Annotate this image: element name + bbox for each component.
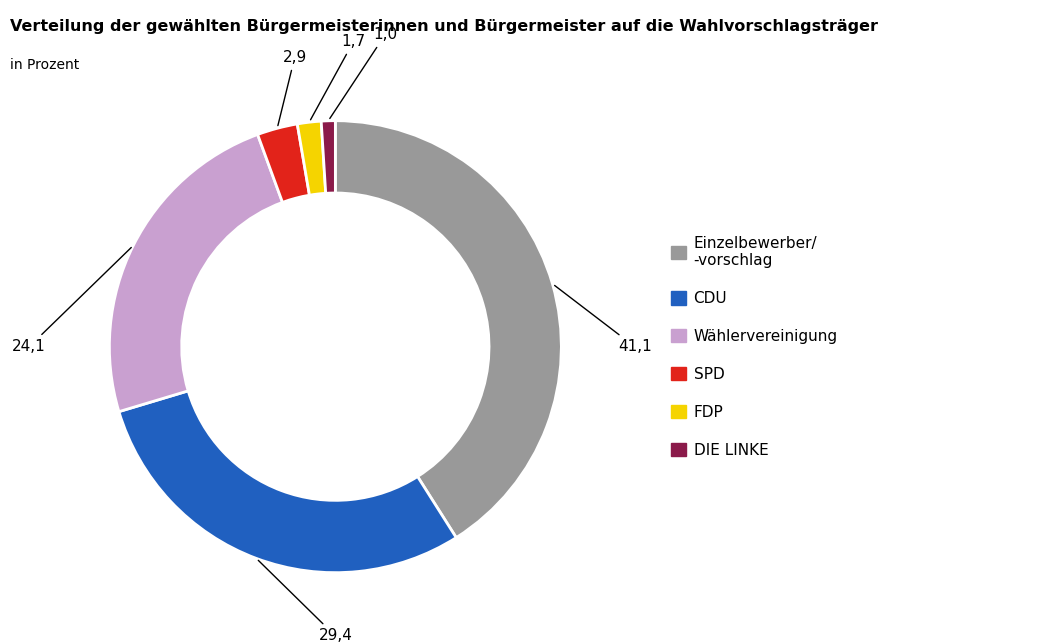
Text: 1,0: 1,0 (330, 28, 397, 119)
Text: 29,4: 29,4 (258, 560, 352, 642)
Wedge shape (258, 124, 309, 202)
Text: 1,7: 1,7 (310, 34, 366, 120)
Wedge shape (298, 121, 326, 195)
Text: 41,1: 41,1 (554, 286, 652, 354)
Wedge shape (321, 121, 335, 193)
Text: in Prozent: in Prozent (10, 58, 80, 72)
Wedge shape (109, 134, 283, 412)
Wedge shape (118, 391, 456, 573)
Text: Verteilung der gewählten Bürgermeisterinnen und Bürgermeister auf die Wahlvorsch: Verteilung der gewählten Bürgermeisterin… (10, 19, 878, 34)
Wedge shape (335, 121, 562, 537)
Text: 2,9: 2,9 (278, 50, 307, 126)
Legend: Einzelbewerber/
-vorschlag, CDU, Wählervereinigung, SPD, FDP, DIE LINKE: Einzelbewerber/ -vorschlag, CDU, Wählerv… (671, 236, 837, 458)
Text: 24,1: 24,1 (13, 247, 131, 354)
